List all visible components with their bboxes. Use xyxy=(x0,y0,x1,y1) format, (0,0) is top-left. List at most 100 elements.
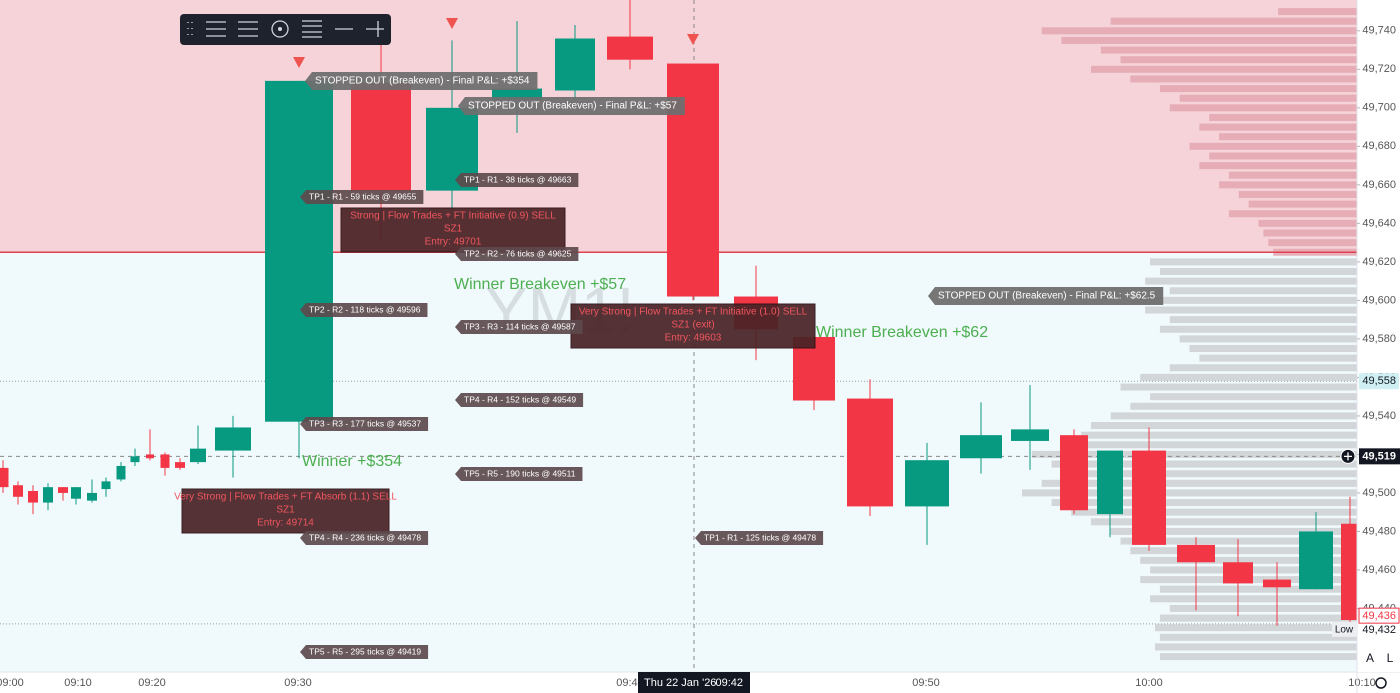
volume-profile-bar xyxy=(1100,46,1357,54)
target-tag: TP3 - R3 - 177 ticks @ 49537 xyxy=(300,417,429,431)
target-tag: TP1 - R1 - 125 ticks @ 49478 xyxy=(695,531,824,545)
signal-marker xyxy=(446,18,458,29)
marker-label: 49,558 xyxy=(1362,375,1396,387)
volume-profile-bar xyxy=(1031,450,1357,458)
volume-profile-bar xyxy=(1150,258,1357,266)
target-tag-bg xyxy=(455,320,583,334)
target-tag-bg xyxy=(455,173,579,187)
marker-box xyxy=(1359,373,1399,390)
candle-body xyxy=(1223,562,1253,584)
volume-profile-bar xyxy=(1219,181,1357,189)
x-tick-label: 10:00 xyxy=(1135,677,1163,689)
stop-label: STOPPED OUT (Breakeven) - Final P&L: +$5… xyxy=(468,101,677,112)
signal-marker xyxy=(293,57,305,68)
signal-marker xyxy=(687,34,699,45)
volume-profile-bar xyxy=(1209,152,1357,160)
volume-profile-bar xyxy=(1199,162,1357,170)
volume-profile-bar xyxy=(1140,373,1357,381)
candle-body xyxy=(215,427,251,451)
y-tick-label: 49,660 xyxy=(1362,179,1396,191)
x-tick-label: 09:30 xyxy=(284,677,312,689)
low-tag-text: Low xyxy=(1335,625,1354,636)
crosshair-date: Thu 22 Jan '26 xyxy=(644,677,716,689)
candle-body xyxy=(960,435,1002,459)
target-text: TP2 - R2 - 118 ticks @ 49596 xyxy=(309,304,421,314)
volume-profile-bar xyxy=(1179,94,1357,102)
target-tag-bg xyxy=(300,645,429,659)
volume-profile-bar xyxy=(1120,383,1357,391)
volume-profile-bar xyxy=(1199,354,1357,362)
marker-label: 49,436 xyxy=(1362,610,1396,622)
result-label: Winner Breakeven +$57 xyxy=(454,276,626,293)
signal-box xyxy=(570,303,816,349)
result-label: Winner +$354 xyxy=(302,453,402,470)
target-tag-bg xyxy=(300,531,429,545)
target-tag: TP4 - R4 - 152 ticks @ 49549 xyxy=(455,393,584,407)
volume-profile-bar xyxy=(1189,142,1357,150)
stop-label-bg xyxy=(458,97,685,115)
target-text: TP4 - R4 - 152 ticks @ 49549 xyxy=(464,394,576,404)
volume-profile-bar xyxy=(1159,85,1357,93)
volume-profile-bar xyxy=(1140,556,1357,564)
settings-button[interactable] xyxy=(1375,677,1387,689)
y-tick-label: 49,740 xyxy=(1362,25,1396,37)
volume-profile-bar xyxy=(1150,393,1357,401)
candle-body xyxy=(555,38,595,91)
toolbar-button[interactable] xyxy=(206,21,226,37)
volume-profile-bar xyxy=(1169,104,1357,112)
volume-profile-bar xyxy=(1022,489,1357,497)
volume-profile-bar xyxy=(1081,431,1357,439)
volume-profile-bar xyxy=(1169,316,1357,324)
target-tag-bg xyxy=(300,417,429,431)
volume-profile-bar xyxy=(1150,566,1357,574)
add-alert-icon xyxy=(1344,452,1352,461)
marker-box xyxy=(1358,607,1400,624)
target-tag: TP2 - R2 - 76 ticks @ 49625 xyxy=(455,247,579,261)
volume-profile-bar xyxy=(1061,36,1357,44)
volume-profile-bar xyxy=(1145,306,1357,314)
target-tag-bg xyxy=(455,247,579,261)
candle-body xyxy=(160,454,170,468)
volume-profile-bar xyxy=(1130,296,1357,304)
target-text: TP3 - R3 - 177 ticks @ 49537 xyxy=(309,418,421,428)
volume-profile-bar xyxy=(1041,479,1357,487)
target-tag-bg xyxy=(695,531,824,545)
candle-body xyxy=(1177,544,1215,563)
target-tag: TP4 - R4 - 236 ticks @ 49478 xyxy=(300,531,429,545)
volume-profile-bar xyxy=(1258,219,1357,227)
volume-profile-bar xyxy=(1248,200,1357,208)
result-label: Winner Breakeven +$62 xyxy=(816,324,988,341)
signal-text: Entry: 49701 xyxy=(425,237,482,248)
volume-profile-bar xyxy=(1150,595,1357,603)
price-axis xyxy=(1357,0,1400,672)
toolbar-button[interactable] xyxy=(366,21,384,37)
crosshair-time-box xyxy=(638,672,750,693)
y-tick-label: 49,680 xyxy=(1362,140,1396,152)
candle-body xyxy=(1060,435,1088,511)
scale-button[interactable]: A xyxy=(1366,651,1374,665)
candle-body xyxy=(1263,579,1291,588)
x-tick-label: 09:20 xyxy=(138,677,166,689)
volume-profile-bar xyxy=(1159,614,1357,622)
candle-body xyxy=(58,487,68,493)
target-text: TP3 - R3 - 114 ticks @ 49587 xyxy=(464,321,576,331)
candle-body xyxy=(28,491,38,503)
x-tick-label: 09:40 xyxy=(616,677,644,689)
volume-profile-bar xyxy=(1120,537,1357,545)
target-tag-bg xyxy=(455,467,583,481)
target-tag: TP1 - R1 - 38 ticks @ 49663 xyxy=(455,173,579,187)
scale-button[interactable]: L xyxy=(1387,651,1394,665)
toolbar-button[interactable] xyxy=(238,21,258,37)
candle-body xyxy=(71,487,81,499)
volume-profile-bar xyxy=(1071,508,1357,516)
volume-profile-bar xyxy=(1159,633,1357,641)
volume-profile-bar xyxy=(1110,527,1357,535)
volume-profile-bar xyxy=(1061,470,1357,478)
candle-body xyxy=(1011,429,1049,441)
toolbar-button[interactable] xyxy=(302,20,322,38)
crosshair-time: 09:42 xyxy=(715,677,743,689)
volume-profile-bar xyxy=(1130,547,1357,555)
marker-label: 49,432 xyxy=(1362,624,1396,636)
toolbar-button[interactable] xyxy=(271,20,289,38)
target-tag-bg xyxy=(300,303,428,317)
